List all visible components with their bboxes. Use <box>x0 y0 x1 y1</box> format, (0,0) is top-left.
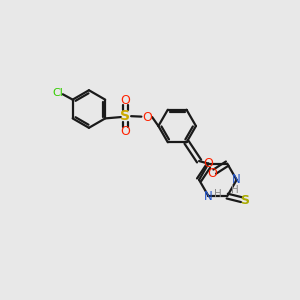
Text: H: H <box>214 189 222 199</box>
Text: S: S <box>120 109 130 123</box>
Text: S: S <box>240 194 249 207</box>
Text: O: O <box>120 125 130 138</box>
Text: O: O <box>203 157 213 170</box>
Text: O: O <box>142 111 152 124</box>
Text: O: O <box>207 167 217 180</box>
Text: O: O <box>120 94 130 107</box>
Text: N: N <box>204 190 213 202</box>
Text: Cl: Cl <box>52 88 63 98</box>
Text: N: N <box>232 173 241 186</box>
Text: H: H <box>230 185 238 195</box>
